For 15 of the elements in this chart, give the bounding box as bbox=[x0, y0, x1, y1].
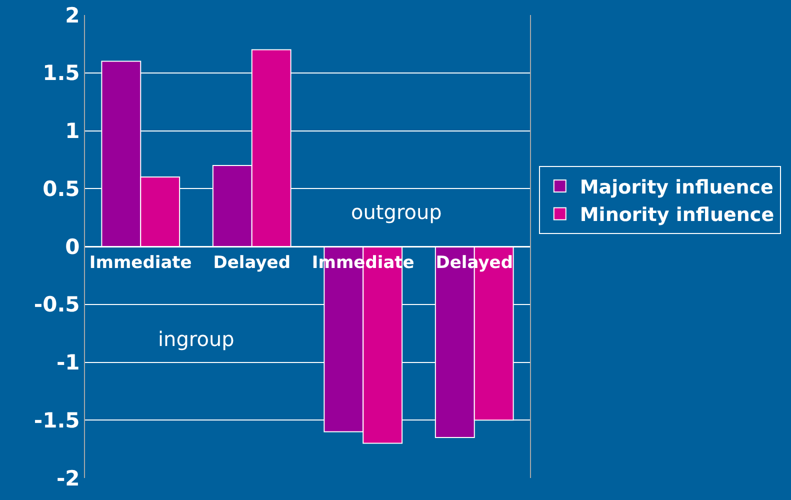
x-tick-label: Delayed bbox=[213, 252, 290, 273]
y-tick-label: -2 bbox=[56, 466, 80, 490]
y-tick-label: 0 bbox=[65, 234, 80, 259]
legend-label: Minority influence bbox=[580, 204, 774, 226]
annotation: outgroup bbox=[351, 200, 442, 224]
y-tick-label: 1.5 bbox=[42, 61, 80, 86]
y-tick-label: -1 bbox=[56, 350, 80, 375]
y-tick-label: -0.5 bbox=[34, 292, 80, 317]
annotation: ingroup bbox=[158, 327, 234, 351]
y-tick-label: 1 bbox=[65, 119, 80, 144]
y-tick-label: 2 bbox=[65, 3, 80, 28]
x-tick-label: Immediate bbox=[89, 252, 192, 273]
y-tick-label: 0.5 bbox=[42, 176, 80, 201]
y-tick-label: -1.5 bbox=[34, 408, 80, 432]
legend-label: Majority influence bbox=[580, 176, 774, 198]
